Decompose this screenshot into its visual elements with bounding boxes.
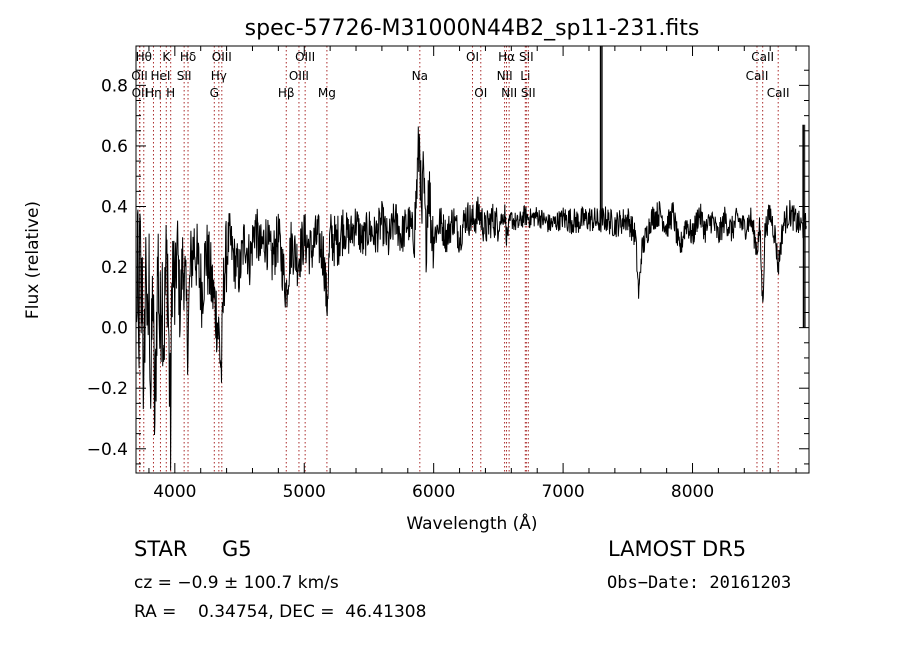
survey-name: LAMOST DR5 [608, 537, 747, 561]
y-tick-label: −0.4 [87, 440, 128, 460]
marker-label: Hδ [180, 50, 196, 64]
y-tick-label: −0.2 [87, 379, 128, 399]
y-tick-label: 0.0 [101, 319, 128, 339]
marker-label: HeI [150, 69, 170, 83]
y-tick-label: 0.6 [101, 137, 128, 157]
chart-title: spec-57726-M31000N44B2_sp11-231.fits [245, 16, 700, 41]
marker-label: Li [520, 69, 530, 83]
spectrum-spikes [599, 46, 806, 328]
axis-ticks: 4000 5000 6000 7000 8000 −0.4 −0.2 0.0 0.2 0.4 0.6… [87, 46, 809, 502]
marker-label: CaII [751, 50, 774, 64]
spectrum-line [136, 126, 807, 471]
object-class: STAR [134, 537, 188, 561]
coordinates: RA = 0.34754, DEC = 46.41308 [134, 602, 427, 622]
marker-label: Hα [498, 50, 515, 64]
object-subclass: G5 [222, 537, 252, 561]
marker-label: OIII [289, 69, 309, 83]
marker-label: SII [519, 50, 534, 64]
x-tick-label: 6000 [412, 482, 455, 502]
y-tick-label: 0.8 [101, 76, 128, 96]
y-axis-label: Flux (relative) [23, 201, 43, 319]
marker-label: H [166, 86, 175, 100]
marker-label: Mg [318, 86, 336, 100]
marker-label: CaII [767, 86, 790, 100]
marker-label: OI [466, 50, 479, 64]
x-tick-label: 7000 [541, 482, 584, 502]
marker-label: Hθ [136, 50, 152, 64]
line-markers: OIIOIIHθHηHeIKHSIIHδGHγOIIIHβOIIIOIIIMgN… [131, 46, 790, 473]
marker-label: SII [177, 69, 192, 83]
marker-label: SII [521, 86, 536, 100]
y-tick-label: 0.2 [101, 258, 128, 278]
observation-date: Obs−Date: 20161203 [607, 573, 792, 593]
marker-label: G [210, 86, 219, 100]
marker-label: OIII [212, 50, 232, 64]
plot-frame [135, 45, 810, 474]
marker-label: NII [497, 69, 513, 83]
marker-label: Hγ [211, 69, 227, 83]
marker-label: Na [412, 69, 428, 83]
x-axis-label: Wavelength (Å) [406, 512, 537, 534]
marker-label: K [162, 50, 171, 64]
y-tick-label: 0.4 [101, 198, 128, 218]
marker-label: OI [474, 86, 487, 100]
x-tick-label: 5000 [283, 482, 326, 502]
marker-label: OIII [295, 50, 315, 64]
x-tick-label: 4000 [153, 482, 196, 502]
marker-label: CaII [746, 69, 769, 83]
marker-label: NII [501, 86, 517, 100]
redshift-velocity: cz = −0.9 ± 100.7 km/s [134, 573, 339, 593]
x-tick-label: 8000 [671, 482, 714, 502]
marker-label: Hη [145, 86, 162, 100]
marker-label: Hβ [278, 86, 295, 100]
